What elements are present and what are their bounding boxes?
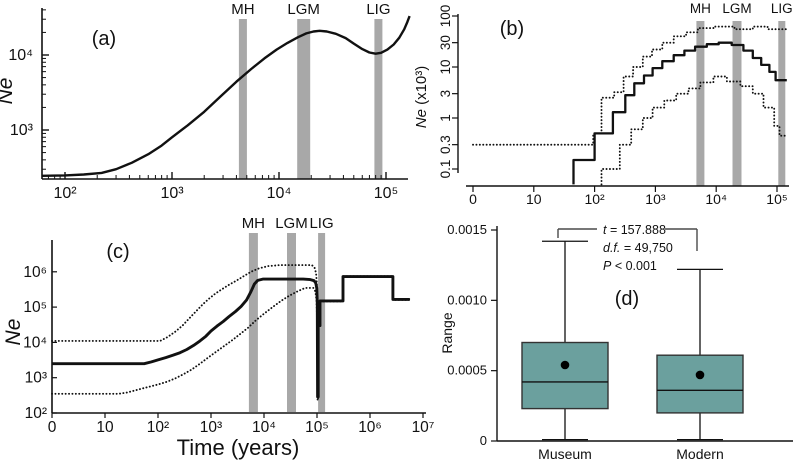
- panel-label-b: (b): [500, 18, 524, 40]
- significance-bracket: [557, 228, 698, 251]
- box: [521, 341, 609, 410]
- box: [656, 354, 744, 414]
- y-tick-label: 10⁵: [23, 299, 47, 316]
- y-tick-label: 30: [438, 35, 453, 50]
- series-lower-ci: [600, 75, 788, 186]
- epoch-label-lgm: LGM: [287, 1, 320, 18]
- epoch-label-lgm: LGM: [275, 215, 308, 232]
- x-tick-label: 10³: [645, 191, 666, 207]
- series-upper-ci: [51, 264, 411, 385]
- y-tick-label: 0.3: [438, 135, 453, 154]
- panel-label-c: (c): [106, 241, 129, 263]
- y-tick-label: 100: [438, 5, 453, 28]
- series-median: [572, 41, 787, 185]
- x-tick-label: 10⁴: [267, 185, 292, 202]
- epoch-bar-mh: [696, 21, 705, 186]
- epoch-bar-lig: [374, 19, 383, 179]
- y-axis-title: Ne: [0, 78, 17, 105]
- x-tick-label: 10²: [147, 419, 169, 436]
- stat-line: d.f. = 49,750: [603, 241, 673, 255]
- epoch-bar-lgm: [297, 19, 311, 179]
- x-tick-label: 10⁴: [252, 419, 276, 436]
- stat-line: P < 0.001: [603, 259, 657, 273]
- x-tick-label: 10⁵: [374, 185, 398, 202]
- series-upper-ci: [472, 25, 788, 146]
- x-tick-label: 10²: [584, 191, 605, 207]
- x-tick-label: 10²: [53, 185, 77, 202]
- category-label-museum: Museum: [538, 446, 592, 462]
- y-tick-label: 0.0005: [447, 363, 487, 378]
- panel-label-d: (d): [615, 288, 639, 310]
- panel-c: MH LGM LIG 0 10 10² 10³ 10⁴ 10⁵ 10⁶ 10⁷ 10² 10³ 10⁴ 10…: [2, 215, 434, 460]
- x-tick-label: 10³: [160, 185, 184, 202]
- epoch-label-lgm: LGM: [722, 1, 751, 16]
- boxplot-modern: [656, 268, 744, 441]
- panel-a: MH LGM LIG 10² 10³ 10⁴ 10⁵ 10³ 10⁴ Ne (a): [0, 1, 411, 202]
- epoch-label-mh: MH: [231, 1, 254, 18]
- epoch-label-lig: LIG: [771, 1, 793, 16]
- y-tick-label: 10²: [25, 405, 47, 422]
- epoch-bar-lig: [318, 233, 326, 412]
- boxplot-museum: [521, 240, 609, 441]
- mean-dot: [560, 360, 570, 370]
- x-tick-label: 10: [96, 419, 114, 436]
- epoch-bar-lgm: [732, 21, 742, 186]
- y-tick-label: 10⁴: [23, 334, 47, 351]
- epoch-bar-mh: [238, 19, 247, 179]
- y-tick-label: 10⁶: [23, 264, 47, 281]
- epoch-label-lig: LIG: [309, 215, 333, 232]
- x-tick-label: 10⁷: [412, 419, 435, 436]
- epoch-label-lig: LIG: [366, 1, 390, 18]
- panel-label-a: (a): [92, 28, 116, 50]
- panel-d: 0 0.0005 0.0010 0.0015 Range Museum Modern t = …: [439, 222, 793, 462]
- stat-line: t = 157.888: [603, 223, 666, 237]
- mean-dot: [695, 370, 705, 380]
- x-tick-label: 10³: [200, 419, 222, 436]
- x-axis-title: Time (years): [177, 435, 300, 460]
- x-tick-label: 10⁶: [358, 419, 382, 436]
- y-tick-label: 0.0015: [447, 222, 487, 237]
- y-tick-label: 10³: [10, 122, 34, 139]
- y-axis-title: Range: [439, 312, 455, 353]
- epoch-bar-lgm: [287, 233, 296, 412]
- series-ne-trajectory: [41, 15, 411, 177]
- y-tick-label: 3: [438, 90, 453, 98]
- x-tick-label: 10⁵: [766, 191, 787, 207]
- x-tick-label: 0: [48, 419, 57, 436]
- epoch-label-mh: MH: [690, 1, 711, 16]
- epoch-bar-lig: [778, 21, 786, 186]
- x-tick-label: 0: [469, 191, 477, 207]
- epoch-label-mh: MH: [242, 215, 265, 232]
- y-tick-label: 10⁴: [8, 47, 33, 64]
- panel-b: MH LGM LIG 0 10 10² 10³ 10⁴ 10⁵ 0.1 0.3 1 3 10 30 100 Ne…: [413, 1, 793, 207]
- x-tick-label: 10⁴: [705, 191, 727, 207]
- y-axis-title: Ne: [2, 319, 25, 346]
- y-tick-label: 0: [480, 433, 487, 448]
- series-median: [52, 275, 410, 399]
- series-lower-ci: [51, 276, 411, 402]
- y-axis-title: Ne (x10³): [413, 66, 430, 129]
- y-tick-label: 1: [438, 114, 453, 122]
- y-tick-label: 10: [438, 59, 453, 74]
- y-tick-label: 0.0010: [447, 292, 487, 307]
- x-tick-label: 10: [526, 191, 542, 207]
- y-tick-label: 0.1: [438, 160, 453, 179]
- x-tick-label: 10⁵: [305, 419, 329, 436]
- y-tick-label: 10³: [25, 370, 47, 387]
- category-label-modern: Modern: [676, 446, 723, 462]
